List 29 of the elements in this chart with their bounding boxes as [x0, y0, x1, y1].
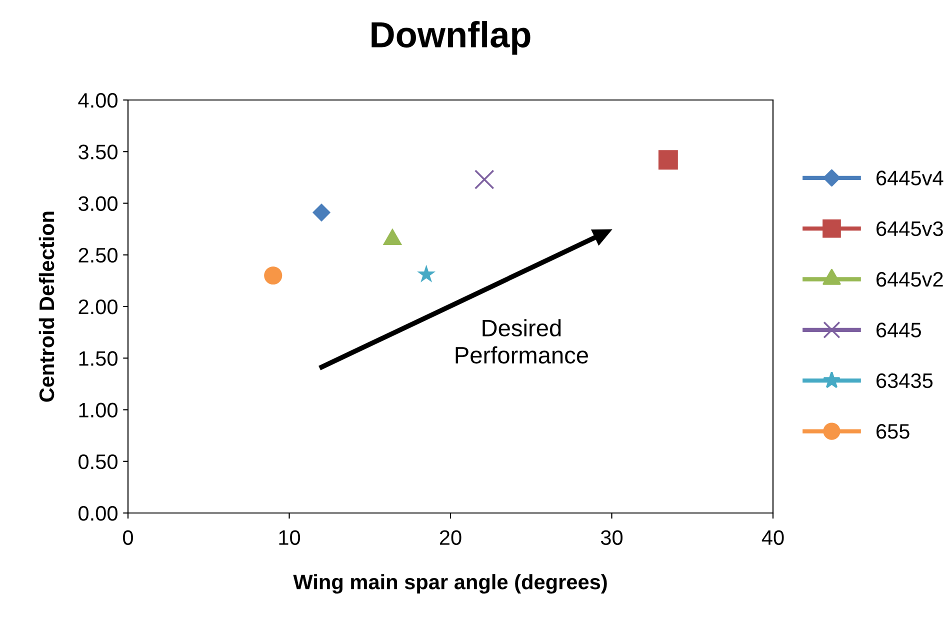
- y-tick-label: 3.50: [78, 144, 118, 160]
- y-tick-label: 1.00: [79, 402, 118, 418]
- chart-title: Downflap: [372, 21, 530, 55]
- legend-label: 6445v2: [876, 272, 943, 287]
- legend-label: 6445v4: [876, 170, 944, 186]
- point: [264, 266, 282, 285]
- y-tick-label: 3.00: [78, 196, 118, 212]
- x-tick-label: 0: [123, 530, 133, 545]
- y-tick-label: 0.00: [78, 506, 118, 521]
- y-tick-label: 2.50: [78, 248, 118, 263]
- y-tick-label: 0.50: [78, 454, 118, 470]
- point: [474, 170, 494, 190]
- point: [312, 204, 331, 222]
- legend-label: 63435: [876, 373, 933, 388]
- x-tick-label: 40: [762, 530, 784, 545]
- annotation: Desired Performance: [456, 319, 588, 364]
- legend-label: 655: [876, 424, 910, 439]
- y-axis-title: Centroid Deflection: [38, 212, 54, 402]
- legend-label: 6445: [876, 322, 921, 338]
- point: [417, 264, 436, 282]
- y-tick-label: 1.50: [79, 351, 118, 366]
- legend-label: 6445v3: [876, 221, 943, 236]
- x-tick-label: 10: [279, 530, 300, 545]
- x-tick-label: 20: [440, 530, 462, 545]
- x-tick-label: 30: [600, 530, 623, 545]
- x-axis-title: Wing main spar angle (degrees): [293, 574, 607, 594]
- y-tick-label: 4.00: [78, 93, 118, 108]
- point: [658, 150, 678, 170]
- y-tick-label: 2.00: [78, 300, 118, 314]
